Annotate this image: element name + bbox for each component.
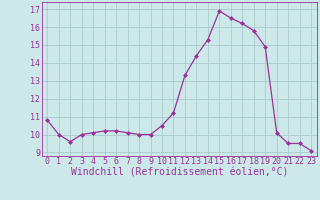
X-axis label: Windchill (Refroidissement éolien,°C): Windchill (Refroidissement éolien,°C) (70, 168, 288, 178)
